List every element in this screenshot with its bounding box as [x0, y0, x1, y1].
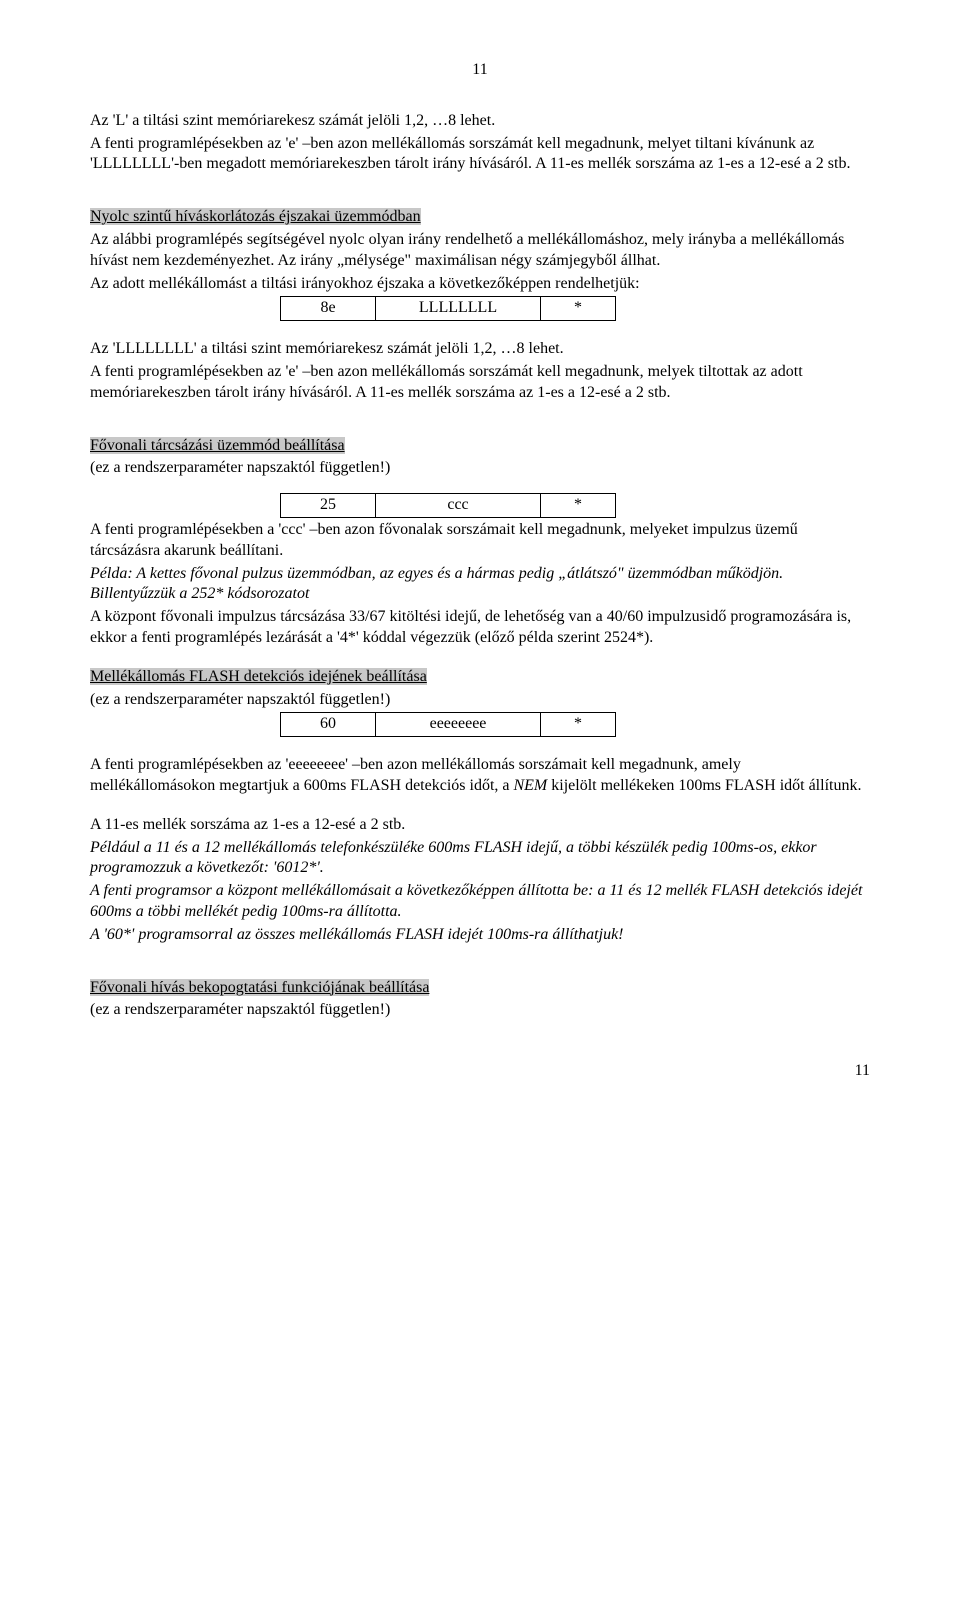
- text-italic: NEM: [513, 777, 547, 794]
- table-cell: *: [541, 494, 616, 518]
- section-heading: Fővonali tárcsázási üzemmód beállítása: [90, 436, 870, 457]
- heading-text: Nyolc szintű híváskorlátozás éjszakai üz…: [90, 208, 421, 225]
- paragraph: Az alábbi programlépés segítségével nyol…: [90, 230, 870, 272]
- paragraph: (ez a rendszerparaméter napszaktól függe…: [90, 690, 870, 711]
- section-heading: Nyolc szintű híváskorlátozás éjszakai üz…: [90, 207, 870, 228]
- code-table: 60 eeeeeeee *: [280, 712, 616, 737]
- page-number-top: 11: [90, 60, 870, 81]
- paragraph-italic: A '60*' programsorral az összes mellékál…: [90, 925, 870, 946]
- table-cell: 8e: [281, 297, 376, 321]
- paragraph: A fenti programlépésekben az 'eeeeeeee' …: [90, 755, 870, 797]
- heading-text: Mellékállomás FLASH detekciós idejének b…: [90, 668, 427, 685]
- code-table: 25 ccc *: [280, 493, 616, 518]
- paragraph: A fenti programlépésekben a 'ccc' –ben a…: [90, 520, 870, 562]
- heading-text: Fővonali hívás bekopogtatási funkciójána…: [90, 979, 429, 996]
- paragraph: A fenti programlépésekben az 'e' –ben az…: [90, 134, 870, 176]
- table-cell: *: [541, 297, 616, 321]
- paragraph-italic: Például a 11 és a 12 mellékállomás telef…: [90, 838, 870, 880]
- page-number-bottom: 11: [90, 1061, 870, 1082]
- paragraph: A fenti programlépésekben az 'e' –ben az…: [90, 362, 870, 404]
- table-cell: ccc: [376, 494, 541, 518]
- paragraph: (ez a rendszerparaméter napszaktól függe…: [90, 458, 870, 479]
- paragraph: (ez a rendszerparaméter napszaktól függe…: [90, 1000, 870, 1021]
- paragraph-italic: Példa: A kettes fővonal pulzus üzemmódba…: [90, 564, 870, 606]
- table-cell: eeeeeeee: [376, 713, 541, 737]
- text-run: kijelölt mellékeken 100ms FLASH időt áll…: [547, 777, 861, 794]
- paragraph: Az adott mellékállomást a tiltási irányo…: [90, 274, 870, 295]
- paragraph: Az 'LLLLLLLL' a tiltási szint memóriarek…: [90, 339, 870, 360]
- paragraph: A 11-es mellék sorszáma az 1-es a 12-esé…: [90, 815, 870, 836]
- section-heading: Fővonali hívás bekopogtatási funkciójána…: [90, 978, 870, 999]
- paragraph: Az 'L' a tiltási szint memóriarekesz szá…: [90, 111, 870, 132]
- table-cell: 25: [281, 494, 376, 518]
- paragraph-italic: A fenti programsor a központ mellékállom…: [90, 881, 870, 923]
- code-table: 8e LLLLLLLL *: [280, 296, 616, 321]
- table-cell: 60: [281, 713, 376, 737]
- table-cell: *: [541, 713, 616, 737]
- table-cell: LLLLLLLL: [376, 297, 541, 321]
- heading-text: Fővonali tárcsázási üzemmód beállítása: [90, 437, 345, 454]
- paragraph: A központ fővonali impulzus tárcsázása 3…: [90, 607, 870, 649]
- section-heading: Mellékállomás FLASH detekciós idejének b…: [90, 667, 870, 688]
